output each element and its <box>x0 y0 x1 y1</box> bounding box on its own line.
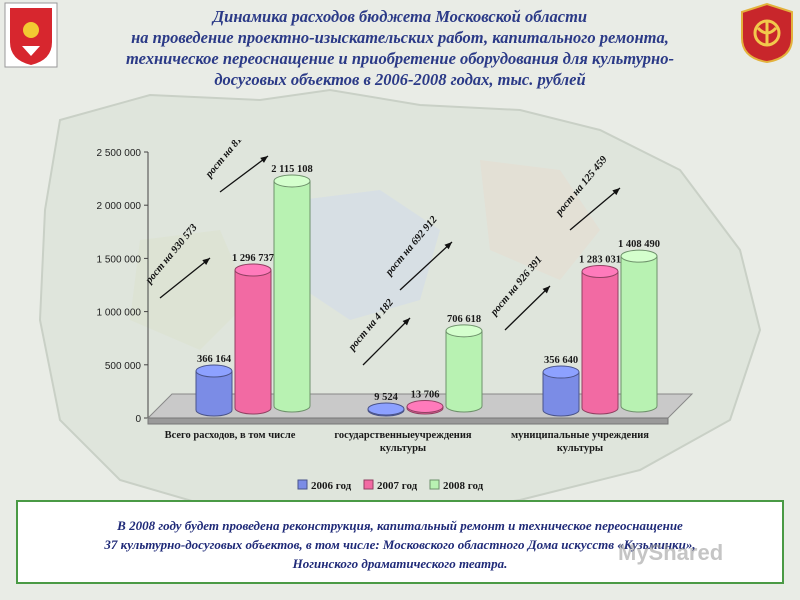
legend-item: 2008 год <box>443 480 484 492</box>
bar-top <box>620 249 658 263</box>
growth-label: рост на 818 371 <box>203 140 260 181</box>
growth-arrowhead <box>542 286 550 294</box>
bar-top <box>445 324 483 338</box>
growth-arrow <box>569 187 621 231</box>
data-label: 1 408 490 <box>618 239 660 250</box>
growth-arrow <box>362 317 411 366</box>
category-label: Всего расходов, в том числе <box>165 430 296 441</box>
footer-line: Ногинского драматического театра. <box>292 556 508 571</box>
footer-line: В 2008 году будет проведена реконструкци… <box>117 518 683 533</box>
y-tick-label: 2 500 000 <box>97 148 142 159</box>
legend-item: 2006 год <box>311 480 352 492</box>
growth-label: рост на 692 912 <box>383 214 440 279</box>
bar <box>620 255 658 413</box>
growth-arrowhead <box>612 188 620 196</box>
growth-label: рост на 926 391 <box>488 254 545 318</box>
title-line: Динамика расходов бюджета Московской обл… <box>212 7 588 26</box>
growth-label: рост на 4 182 <box>346 297 396 354</box>
y-tick-label: 500 000 <box>105 361 142 372</box>
bar-top <box>234 263 272 277</box>
category-label: государственныеучреждения культуры <box>334 430 471 454</box>
bar-top <box>273 174 311 188</box>
page-title: Динамика расходов бюджета Московской обл… <box>60 6 740 90</box>
bar <box>273 180 311 413</box>
growth-label: рост на 125 459 <box>553 154 610 219</box>
legend-swatch <box>297 479 308 490</box>
data-label: 9 524 <box>374 392 398 403</box>
data-label: 1 296 737 <box>232 253 274 264</box>
growth-arrowhead <box>444 242 452 250</box>
title-line: техническое переоснащение и приобретение… <box>126 49 674 68</box>
title-line: на проведение проектно-изыскательских ра… <box>131 28 669 47</box>
growth-arrow <box>399 241 453 291</box>
bar-top <box>367 402 405 416</box>
bar <box>542 371 580 417</box>
growth-arrowhead <box>202 258 210 266</box>
data-label: 356 640 <box>544 355 578 366</box>
data-label: 13 706 <box>411 390 440 401</box>
ministry-emblem-icon <box>741 2 793 64</box>
bar <box>195 370 233 417</box>
growth-label: рост на 930 573 <box>143 222 200 286</box>
legend-swatch <box>363 479 374 490</box>
legend-swatch <box>429 479 440 490</box>
growth-arrow <box>504 285 551 331</box>
y-tick-label: 1 000 000 <box>97 308 142 319</box>
legend-item: 2007 год <box>377 480 418 492</box>
coat-of-arms-icon <box>4 2 58 68</box>
data-label: 2 115 108 <box>271 164 312 175</box>
watermark: MyShared <box>618 540 724 565</box>
footer-line: 37 культурно-досуговых объектов, в том ч… <box>104 537 696 552</box>
category-label: муниципальные учреждения культуры <box>511 430 649 454</box>
title-line: досуговых объектов в 2006-2008 годах, ты… <box>214 70 586 89</box>
bar-top <box>195 364 233 378</box>
growth-arrowhead <box>260 156 268 163</box>
data-label: 366 164 <box>197 354 232 365</box>
growth-arrowhead <box>402 318 410 326</box>
footer-note: В 2008 году будет проведена реконструкци… <box>16 500 784 584</box>
bar-top <box>581 264 619 278</box>
data-label: 706 618 <box>447 314 481 325</box>
chart-floor-edge <box>147 417 669 425</box>
bar-chart: 0 500 000 1 000 000 1 500 000 2 000 000 2 500… <box>97 140 694 492</box>
growth-arrow <box>219 155 269 193</box>
bar <box>581 270 619 415</box>
bar <box>445 330 483 413</box>
y-tick-label: 0 <box>135 414 141 425</box>
growth-arrow <box>159 257 211 299</box>
bar-top <box>542 365 580 379</box>
bar-top <box>406 400 444 414</box>
y-tick-label: 1 500 000 <box>97 254 142 265</box>
data-label: 1 283 031 <box>579 254 621 265</box>
bar <box>234 269 272 415</box>
y-tick-label: 2 000 000 <box>97 201 142 212</box>
